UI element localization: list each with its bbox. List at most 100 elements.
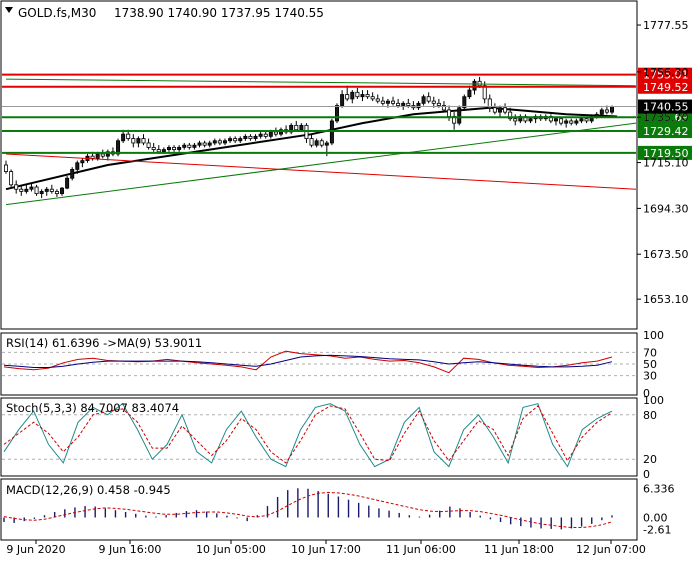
candle-body xyxy=(370,96,375,100)
candle xyxy=(253,134,258,141)
candle-body xyxy=(161,149,166,153)
candle-body xyxy=(24,188,29,192)
moving-average-line xyxy=(5,106,618,191)
candle xyxy=(29,182,34,192)
rsi-series-line xyxy=(3,354,613,368)
price-axis-label: 1715.10 xyxy=(643,157,689,170)
candle-body xyxy=(217,140,222,144)
candle-body xyxy=(207,142,212,146)
rsi-axis-label: 70 xyxy=(643,346,657,359)
candle-body xyxy=(187,144,192,148)
candle xyxy=(401,101,406,110)
candle xyxy=(314,138,319,148)
triangle-down-icon[interactable] xyxy=(5,7,13,13)
rsi-axis-label: 50 xyxy=(643,358,657,371)
candle-body xyxy=(447,109,452,117)
candle xyxy=(309,134,314,148)
macd-axis-label: -2.61 xyxy=(643,523,671,536)
candle-body xyxy=(401,102,406,106)
price-plot-layer xyxy=(4,76,618,199)
candle xyxy=(182,142,187,150)
axes-layer: 1777.55 1756.30 1735.70 1715.10 1694.30 1673.… xyxy=(6,19,688,556)
rsi-axis-label: 100 xyxy=(643,329,664,342)
candle xyxy=(70,167,75,181)
candle-body xyxy=(75,162,80,170)
candle-body xyxy=(136,138,141,144)
candle xyxy=(487,94,492,113)
candle-body xyxy=(569,120,574,124)
candle-body xyxy=(60,187,65,195)
candle xyxy=(375,94,380,104)
candle xyxy=(426,92,431,104)
candle-body xyxy=(172,146,177,150)
candle xyxy=(360,90,365,102)
candle-body xyxy=(462,96,467,109)
candle xyxy=(166,145,171,152)
candle-body xyxy=(70,169,75,179)
candle xyxy=(457,105,462,126)
price-panel-frame[interactable] xyxy=(0,0,638,330)
candle xyxy=(75,160,80,174)
candle-body xyxy=(431,100,436,104)
candle xyxy=(60,187,65,196)
candle-body xyxy=(65,177,70,189)
candle xyxy=(340,90,345,108)
candle xyxy=(197,140,202,148)
stoch-plot-layer xyxy=(2,402,636,468)
candle-body xyxy=(268,131,273,137)
candle xyxy=(431,96,436,108)
candle xyxy=(263,131,268,139)
chart-header: GOLD.fs,M30 1738.90 1740.90 1737.95 1740… xyxy=(5,6,324,20)
price-axis-label: 1777.55 xyxy=(643,19,689,32)
candle xyxy=(146,138,151,150)
macd-panel-frame[interactable] xyxy=(0,478,638,541)
candle xyxy=(345,85,350,102)
candle xyxy=(497,105,502,117)
candle xyxy=(421,94,426,106)
candle-body xyxy=(421,96,426,104)
candle xyxy=(503,103,508,115)
candle-body xyxy=(513,118,518,122)
stoch-axis-label: 80 xyxy=(643,409,657,422)
price-axis-label: 1735.70 xyxy=(643,111,689,124)
candle xyxy=(177,145,182,152)
price-axis-label: 1694.30 xyxy=(643,202,689,215)
candle-body xyxy=(273,131,278,135)
trendline-falling xyxy=(5,153,637,190)
candle-body xyxy=(579,118,584,122)
candle xyxy=(65,176,70,190)
candle xyxy=(355,87,360,99)
time-axis-label: 9 Jun 16:00 xyxy=(99,543,162,556)
trendline-upward-support xyxy=(5,122,637,206)
candle-body xyxy=(340,94,345,106)
candle xyxy=(39,189,44,199)
stoch-series-line xyxy=(3,402,613,468)
level-tag-1729.42 xyxy=(638,124,692,139)
candle xyxy=(238,136,243,143)
candle-body xyxy=(380,100,385,104)
candle-body xyxy=(457,107,462,124)
candle xyxy=(365,90,370,99)
candle-body xyxy=(4,164,9,173)
candle-body xyxy=(319,140,324,146)
trendline-flat-upper xyxy=(5,78,637,87)
candle-body xyxy=(121,133,126,142)
level-tag-1735.69 xyxy=(638,110,692,125)
candle-body xyxy=(54,191,59,195)
macd-plot-layer xyxy=(3,488,613,530)
stoch-title: Stoch(5,3,3) 84.7007 83.4074 xyxy=(6,401,179,415)
time-axis-label: 12 Jun 07:00 xyxy=(576,543,646,556)
level-label: 1735.69 xyxy=(643,111,689,124)
candle-body xyxy=(564,120,569,124)
candle xyxy=(4,160,9,174)
candle-body xyxy=(212,140,217,144)
candle xyxy=(380,96,385,106)
level-label: 1755.01 xyxy=(643,69,689,82)
candle-body xyxy=(166,146,171,150)
candle-body xyxy=(441,105,446,111)
level-tag-1749.52 xyxy=(638,79,692,94)
candle-body xyxy=(248,135,253,139)
candle-body xyxy=(126,133,131,139)
stoch-axis-label: 100 xyxy=(643,394,664,407)
